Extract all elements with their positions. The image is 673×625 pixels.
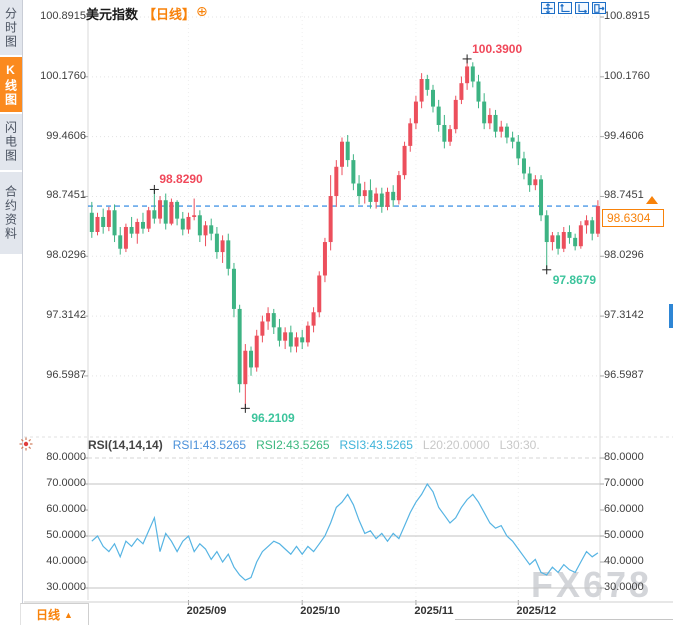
- rsi-axis-label-right: 70.0000: [604, 477, 644, 489]
- rsi-axis-label-right: 80.0000: [604, 451, 644, 463]
- rsi-line: [91, 482, 599, 581]
- watermark: FX678: [531, 564, 653, 605]
- y-axis-label-left: 98.7451: [46, 189, 86, 202]
- candles: [89, 58, 600, 409]
- rsi-legend-item: L20:20.0000: [422, 438, 490, 452]
- rsi-axis-label-right: 40.0000: [604, 555, 644, 567]
- rsi-legend-item: RSI1:43.5265: [172, 438, 247, 452]
- y-axis-label-right: 96.5987: [604, 368, 644, 381]
- y-axis-label-left: 100.8915: [40, 10, 86, 22]
- rsi-legend-item: RSI3:43.5265: [339, 438, 413, 452]
- y-axis-label-left: 96.5987: [46, 368, 86, 381]
- timeframe-selector[interactable]: 日线 ▲: [20, 603, 89, 625]
- rsi-axis-label-right: 50.0000: [604, 529, 644, 541]
- rsi-legend: RSI(14,14,14) RSI1:43.5265 RSI2:43.5265 RSI…: [88, 438, 550, 452]
- y-axis-label-right: 99.4606: [604, 129, 644, 142]
- date-label: 2025/11: [414, 605, 454, 617]
- rsi-legend-item: L30:30.: [499, 438, 540, 452]
- y-axis-label-left: 97.3142: [46, 309, 86, 322]
- y-axis-label-right: 100.1760: [604, 69, 650, 82]
- price-annotation: 98.8290: [159, 172, 203, 187]
- rsi-axis-label-left: 80.0000: [46, 451, 86, 463]
- rsi-axis-label-left: 30.0000: [46, 581, 86, 593]
- rsi-axis-label-right: 60.0000: [604, 503, 644, 515]
- sidebar-item-flash-chart[interactable]: 闪电图: [0, 114, 22, 170]
- horizontal-scrollbar[interactable]: [455, 619, 673, 620]
- price-annotation: 97.8679: [552, 272, 597, 287]
- date-label: 2025/09: [186, 605, 227, 617]
- rsi-axis-label-left: 50.0000: [46, 529, 86, 541]
- y-axis-label-right: 97.3142: [604, 309, 644, 322]
- sidebar-item-kline-chart[interactable]: K线图: [0, 57, 22, 112]
- page-title: 美元指数: [86, 7, 139, 22]
- x-axis-scale-icon[interactable]: [575, 2, 589, 14]
- price-annotation: 96.2109: [251, 411, 295, 426]
- rsi-axis-label-right: 30.0000: [604, 581, 644, 593]
- date-label: 2025/12: [516, 605, 557, 617]
- y-axis-label-left: 100.1760: [40, 69, 86, 82]
- vertical-scrollbar-thumb[interactable]: [669, 304, 673, 328]
- rsi-legend-item: RSI2:43.5265: [256, 438, 330, 452]
- exit-chart-icon[interactable]: [592, 2, 606, 14]
- rsi-axis-label-left: 60.0000: [46, 503, 86, 515]
- circle-plus-icon[interactable]: ⊕: [196, 3, 208, 19]
- current-price-box: 98.6304: [602, 209, 664, 228]
- y-axis-label-left: 99.4606: [46, 129, 86, 142]
- date-label: 2025/10: [300, 605, 341, 617]
- rsi-axis-label-left: 70.0000: [46, 477, 86, 489]
- y-axis-label-right: 98.0296: [604, 249, 644, 262]
- y-axis-scale-icon[interactable]: [558, 2, 572, 14]
- sidebar: 分时图 K线图 闪电图 合约资料: [0, 0, 23, 625]
- timeframe-selector-label: 日线: [36, 608, 61, 622]
- rsi-legend-item: RSI(14,14,14): [88, 438, 163, 452]
- triangle-up-icon: ▲: [64, 609, 73, 620]
- rsi-axis-label-left: 40.0000: [46, 555, 86, 567]
- chart-toolbar: [541, 2, 606, 14]
- price-up-arrow-icon: [646, 196, 658, 205]
- pan-icon[interactable]: [541, 2, 555, 14]
- indicator-settings-icon[interactable]: [19, 437, 33, 456]
- y-axis-label-right: 100.8915: [604, 10, 650, 22]
- price-annotation: 100.3900: [472, 41, 523, 56]
- sidebar-item-time-chart[interactable]: 分时图: [0, 0, 22, 55]
- sidebar-item-contract-info[interactable]: 合约资料: [0, 172, 22, 254]
- timeframe-label: 【日线】: [143, 7, 196, 22]
- y-axis-label-left: 98.0296: [46, 249, 86, 262]
- y-axis-label-right: 98.7451: [604, 189, 644, 202]
